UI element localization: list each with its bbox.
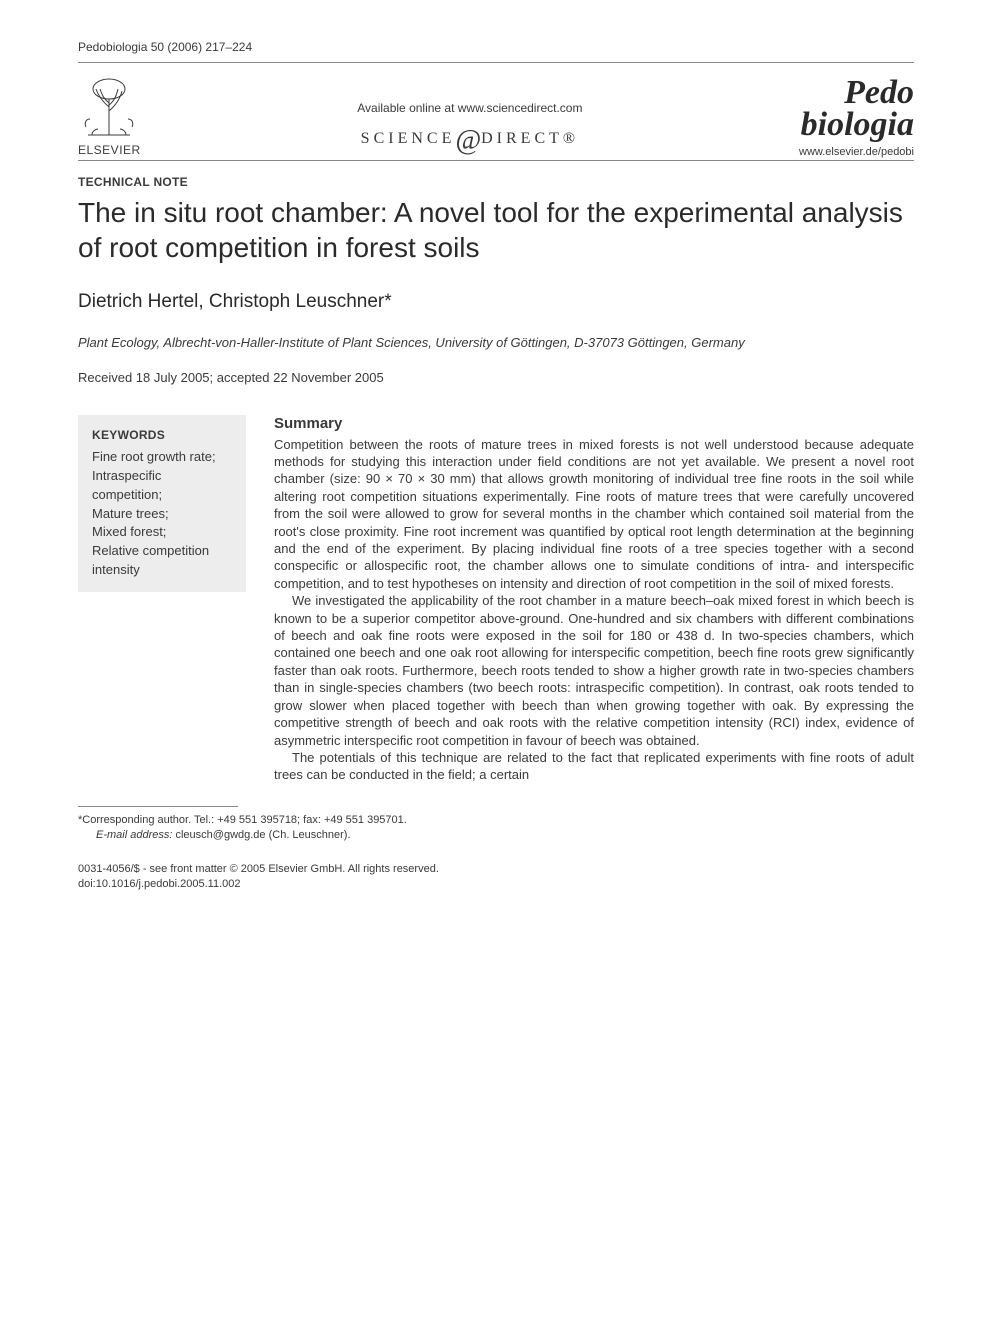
sciencedirect-left: SCIENCE xyxy=(361,130,456,147)
footnote: *Corresponding author. Tel.: +49 551 395… xyxy=(78,813,914,844)
elsevier-block: ELSEVIER xyxy=(78,77,141,157)
journal-block: Pedo biologia www.elsevier.de/pedobi xyxy=(799,77,914,158)
publisher-row: ELSEVIER Available online at www.science… xyxy=(78,77,914,158)
elsevier-tree-icon xyxy=(78,77,140,141)
keyword-item: Fine root growth rate; xyxy=(92,448,232,467)
keyword-item: Intraspecific competition; xyxy=(92,467,232,505)
email-address[interactable]: cleusch@gwdg.de (Ch. Leuschner). xyxy=(175,829,350,841)
citation-header: Pedobiologia 50 (2006) 217–224 xyxy=(78,40,914,54)
available-online-text: Available online at www.sciencedirect.co… xyxy=(357,101,582,115)
article-dates: Received 18 July 2005; accepted 22 Novem… xyxy=(78,370,914,385)
copyright-block: 0031-4056/$ - see front matter © 2005 El… xyxy=(78,862,914,893)
corresponding-author: *Corresponding author. Tel.: +49 551 395… xyxy=(78,814,407,826)
journal-title-line2: biologia xyxy=(801,106,914,143)
top-rule xyxy=(78,62,914,63)
keyword-item: Mature trees; xyxy=(92,505,232,524)
summary-column: Summary Competition between the roots of… xyxy=(274,415,914,784)
authors: Dietrich Hertel, Christoph Leuschner* xyxy=(78,291,914,313)
keywords-heading: KEYWORDS xyxy=(92,427,232,444)
journal-title: Pedo biologia xyxy=(799,77,914,142)
section-label: TECHNICAL NOTE xyxy=(78,175,914,189)
content-row: KEYWORDS Fine root growth rate; Intraspe… xyxy=(78,415,914,784)
sciencedirect-at-icon: @ xyxy=(455,125,481,156)
keywords-box: KEYWORDS Fine root growth rate; Intraspe… xyxy=(78,415,246,592)
affiliation: Plant Ecology, Albrecht-von-Haller-Insti… xyxy=(78,335,914,350)
summary-para-2: We investigated the applicability of the… xyxy=(274,592,914,749)
summary-para-1: Competition between the roots of mature … xyxy=(274,436,914,593)
elsevier-label: ELSEVIER xyxy=(78,143,141,157)
doi-line: doi:10.1016/j.pedobi.2005.11.002 xyxy=(78,877,914,892)
summary-heading: Summary xyxy=(274,415,914,432)
summary-para-3: The potentials of this technique are rel… xyxy=(274,749,914,784)
article-title: The in situ root chamber: A novel tool f… xyxy=(78,195,914,265)
keyword-item: Relative competition intensity xyxy=(92,542,232,580)
sciencedirect-right: DIRECT® xyxy=(481,130,579,147)
email-label: E-mail address: xyxy=(96,829,172,841)
footnote-rule xyxy=(78,806,238,807)
copyright-line: 0031-4056/$ - see front matter © 2005 El… xyxy=(78,862,914,877)
journal-url[interactable]: www.elsevier.de/pedobi xyxy=(799,146,914,158)
sciencedirect-block: Available online at www.sciencedirect.co… xyxy=(357,77,582,157)
mid-rule xyxy=(78,160,914,161)
sciencedirect-logo: SCIENCE@DIRECT® xyxy=(357,125,582,157)
keyword-item: Mixed forest; xyxy=(92,523,232,542)
